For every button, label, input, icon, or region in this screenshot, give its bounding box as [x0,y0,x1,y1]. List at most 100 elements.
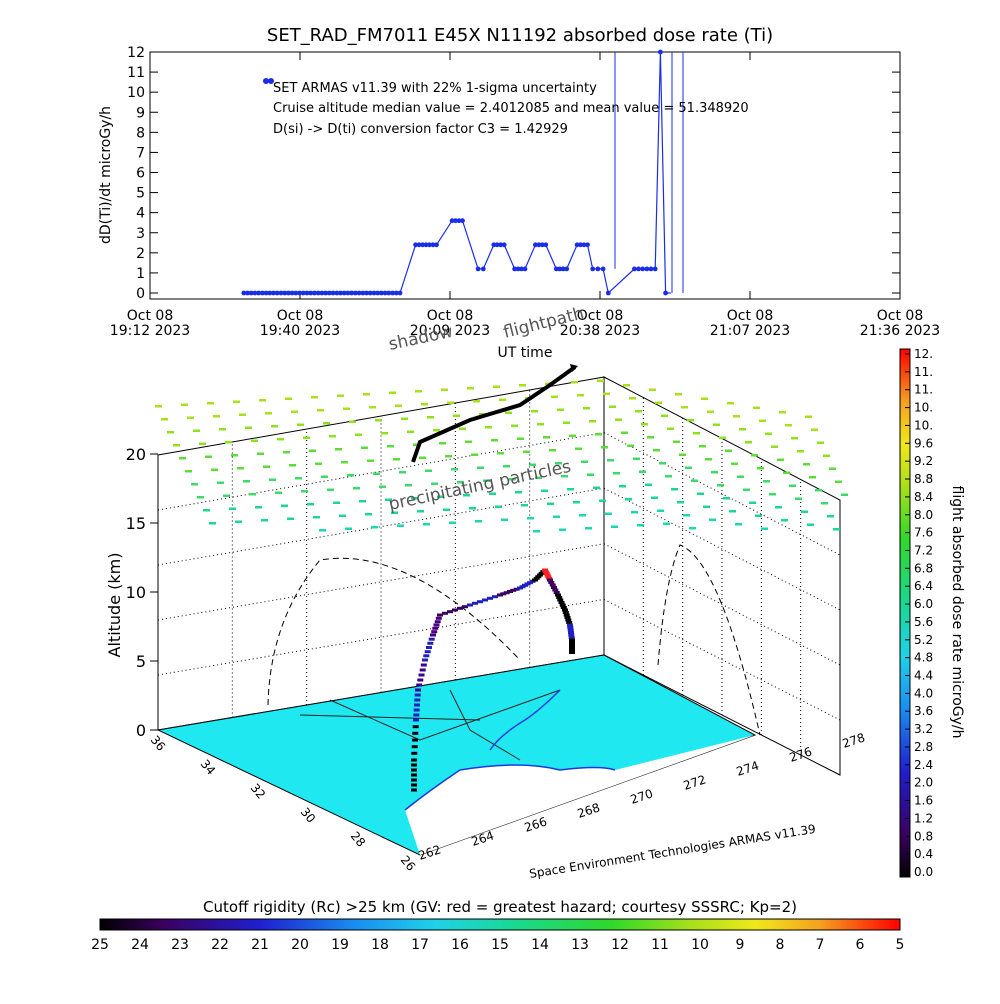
flight-point [555,593,561,597]
particle-mark [761,527,768,530]
particle-mark [615,418,622,421]
right-colorbar-tick-label: 4.4 [914,669,933,683]
particle-mark [353,487,360,490]
flight-point [414,703,420,707]
particle-mark [701,397,708,400]
flight-point [568,633,575,637]
particle-mark [549,449,556,452]
data-point [323,290,328,296]
particle-mark [805,415,812,418]
particle-mark [399,471,406,474]
data-point [390,290,395,296]
particle-mark [561,475,568,478]
flight-point [542,568,548,572]
legend-marker [268,78,274,84]
particle-mark [235,520,242,523]
data-point [595,266,601,272]
grid-line [157,543,605,621]
flight-point [482,598,488,602]
flight-point [411,745,418,749]
particle-mark [639,470,646,473]
right-colorbar-tick-label: 2.4 [914,758,933,772]
particle-mark [249,493,256,496]
bottom-colorbar-tick-label: 20 [291,937,309,953]
wall-grid [157,390,841,755]
flight-point [569,638,575,642]
particle-mark [601,446,608,449]
particle-mark [425,469,432,472]
particle-mark [675,393,682,396]
particle-mark [783,471,790,474]
flight-point [430,633,436,637]
particle-mark [443,508,450,511]
bottom-colorbar-tick-label: 10 [691,937,709,953]
data-point [349,290,354,296]
particle-mark [229,507,236,510]
particle-mark [265,412,272,415]
flight-point [513,587,520,591]
particle-mark [673,440,680,443]
particle-mark [317,409,324,412]
flight-point [412,738,418,742]
particle-mark [827,515,834,518]
particle-mark [833,528,840,531]
data-point [360,290,366,296]
annotation-line-2: Cruise altitude median value = 2.4012085… [273,101,749,116]
particle-mark [745,441,752,444]
flight-point [569,643,575,647]
longitude-tick-label: 262 [417,842,443,862]
data-point [282,290,288,296]
y-tick-label: 0 [136,286,145,302]
particle-mark [509,478,516,481]
flight-point [562,608,568,612]
flight-point [492,595,498,599]
particle-mark [375,419,382,422]
data-point [460,218,465,224]
flight-point [548,581,555,584]
flight-point [414,693,421,697]
flight-point [477,600,483,604]
particle-mark [437,495,444,498]
particle-mark [257,452,264,455]
latitude-tick-label: 26 [398,853,419,874]
particle-mark [581,460,588,463]
particle-mark [817,441,824,444]
particle-mark [679,453,686,456]
particle-mark [495,505,502,508]
flight-point [538,571,545,575]
particle-mark [613,472,620,475]
flight-point [462,605,468,609]
right-colorbar-tick-label: 12. [914,347,933,361]
flight-point [552,588,559,592]
particle-mark [469,507,476,510]
particle-mark [789,484,796,487]
flight-point [556,596,563,599]
flight-point [532,578,538,582]
flight-point [411,783,417,787]
bottom-colorbar-tick-label: 19 [331,937,349,953]
particle-mark [739,428,746,431]
latitude-tick-label: 32 [248,781,269,802]
particle-mark [393,458,400,461]
particle-mark [307,503,314,506]
longitude-tick-label: 274 [735,758,761,778]
data-point [364,290,369,296]
data-point [564,266,570,272]
x-tick-label-date: Oct 08 [727,308,773,324]
particle-mark [161,418,168,421]
right-colorbar-tick-label: 1.6 [914,794,933,808]
particle-mark [667,427,674,430]
particle-mark [421,403,428,406]
flight-point [418,673,425,677]
y-tick-label: 9 [136,105,145,121]
flight-point [412,725,419,729]
particle-mark [223,494,230,497]
data-point [420,242,425,248]
particle-mark [527,517,534,520]
data-point [519,266,524,272]
right-colorbar [899,348,911,878]
altitude-tick-label: 15 [126,514,146,533]
flight-point [568,631,574,634]
particle-mark [765,432,772,435]
